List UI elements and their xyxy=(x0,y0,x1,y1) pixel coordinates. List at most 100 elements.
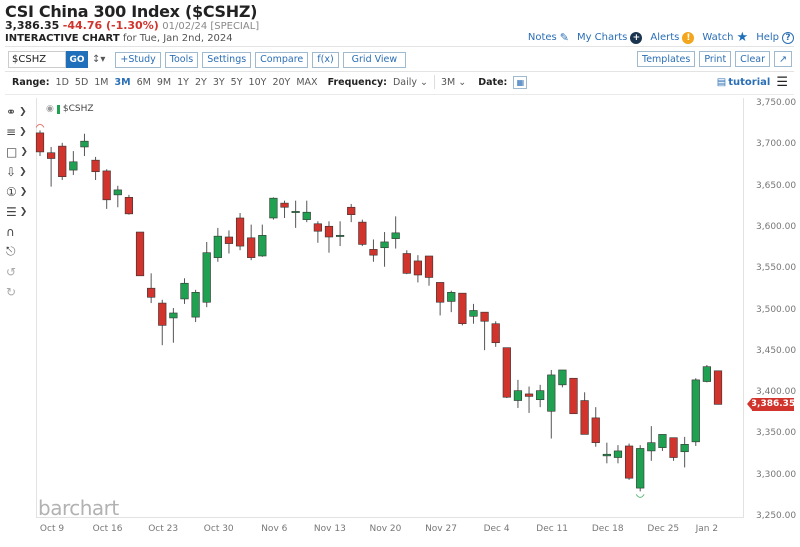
range-bar: Range: 1D 5D 1M 3M 6M 9M 1Y 2Y 3Y 5Y 10Y 20Y MAX Fre… xyxy=(12,75,528,89)
range-option-3y[interactable]: 3Y xyxy=(212,76,225,88)
help-icon: ? xyxy=(782,31,794,44)
magnet-icon[interactable]: ∩ xyxy=(6,224,15,239)
x-tick: Oct 30 xyxy=(203,524,234,534)
alerts-link[interactable]: Alerts! xyxy=(650,31,695,44)
templates-button[interactable]: Templates xyxy=(637,51,696,67)
y-tick: 3,400.00 xyxy=(756,387,797,398)
x-tick: Oct 23 xyxy=(148,524,179,534)
chart-legend: ◉ $CSHZ xyxy=(46,104,94,114)
y-tick: 3,350.00 xyxy=(756,428,797,439)
measure-icon[interactable]: ☰ ❯ xyxy=(6,204,28,219)
divider xyxy=(5,94,794,95)
y-tick: 3,700.00 xyxy=(756,139,797,150)
rectangle-icon[interactable]: □ ❯ xyxy=(6,144,28,159)
lock-icon[interactable]: ⎋ xyxy=(6,244,16,258)
grid-view-button[interactable]: Grid View xyxy=(342,51,407,68)
divider xyxy=(5,46,794,47)
crosshair-icon[interactable]: ⚭ ❯ xyxy=(6,104,27,119)
last-price: 3,386.35 xyxy=(5,19,60,32)
x-tick: Nov 20 xyxy=(369,524,402,534)
frequency-label: Frequency: xyxy=(327,76,387,88)
calendar-icon[interactable]: ▦ xyxy=(513,75,528,89)
x-tick: Nov 13 xyxy=(313,524,346,534)
y-tick: 3,300.00 xyxy=(756,469,797,480)
range-option-9m[interactable]: 9M xyxy=(156,76,172,88)
period-select[interactable]: 3M ⌄ xyxy=(441,76,467,88)
add-study-button[interactable]: +Study xyxy=(115,51,161,68)
settings-button[interactable]: Settings xyxy=(202,51,252,68)
go-button[interactable]: GO xyxy=(66,51,88,68)
watch-link[interactable]: Watch ★ xyxy=(702,30,749,45)
quote-line: 3,386.35 -44.76 (-1.30%) 01/02/24 [SPECI… xyxy=(5,19,259,32)
chart-area[interactable] xyxy=(36,98,744,518)
range-option-2y[interactable]: 2Y xyxy=(194,76,207,88)
chevron-down-icon: ⌄ xyxy=(420,76,429,88)
y-tick: 3,650.00 xyxy=(756,180,797,191)
print-button[interactable]: Print xyxy=(699,51,732,67)
x-tick: Dec 18 xyxy=(591,524,624,534)
range-option-1y[interactable]: 1Y xyxy=(177,76,189,88)
x-tick: Dec 11 xyxy=(536,524,569,534)
star-icon: ★ xyxy=(736,30,749,45)
x-tick: Nov 27 xyxy=(425,524,457,534)
y-tick: 3,600.00 xyxy=(756,221,797,232)
y-tick: 3,750.00 xyxy=(756,98,797,108)
range-option-6m[interactable]: 6M xyxy=(136,76,151,88)
date-label: Date: xyxy=(478,76,508,88)
symbol-input[interactable] xyxy=(8,51,66,68)
x-tick: Oct 16 xyxy=(92,524,123,534)
subtitle-date: for Tue, Jan 2nd, 2024 xyxy=(122,33,233,44)
my-charts-link[interactable]: My Charts + xyxy=(577,31,643,44)
undo-icon[interactable]: ↺ xyxy=(6,264,17,279)
fib-lines-icon[interactable]: ≡ ❯ xyxy=(6,124,27,139)
divider xyxy=(434,75,436,89)
barchart-logo: barchart xyxy=(38,496,119,520)
notes-link[interactable]: Notes ✎ xyxy=(527,31,569,44)
plus-circle-icon: + xyxy=(630,31,643,44)
x-tick: Dec 4 xyxy=(483,524,510,534)
alert-icon: ! xyxy=(682,31,695,44)
y-tick: 3,450.00 xyxy=(756,345,797,356)
edit-icon: ✎ xyxy=(559,31,569,44)
redo-icon[interactable]: ↻ xyxy=(6,284,17,299)
range-option-1m[interactable]: 1M xyxy=(94,76,109,88)
clear-button[interactable]: Clear xyxy=(735,51,771,67)
numbered-marker-icon[interactable]: ① ❯ xyxy=(6,184,28,199)
x-tick: Oct 9 xyxy=(39,524,65,534)
toolbar-right: Templates Print Clear ↗ xyxy=(637,51,792,67)
y-tick: 3,250.00 xyxy=(756,511,797,521)
range-label: Range: xyxy=(12,76,50,88)
x-tick: Nov 6 xyxy=(261,524,288,534)
expand-icon[interactable]: ↗ xyxy=(774,51,792,67)
range-option-1d[interactable]: 1D xyxy=(55,76,69,88)
range-option-max[interactable]: MAX xyxy=(296,76,318,88)
menu-icon[interactable]: ☰ xyxy=(776,75,788,90)
page-title: CSI China 300 Index ($CSHZ) xyxy=(5,2,258,21)
tools-button[interactable]: Tools xyxy=(164,51,199,68)
help-link[interactable]: Help? xyxy=(756,31,794,44)
legend-swatch xyxy=(56,104,60,114)
chart-subtitle: INTERACTIVE CHART for Tue, Jan 2nd, 2024 xyxy=(5,33,233,44)
x-tick: Dec 25 xyxy=(647,524,680,534)
fx-button[interactable]: f(x) xyxy=(312,51,339,68)
range-option-5d[interactable]: 5D xyxy=(74,76,89,88)
x-tick: Jan 2 xyxy=(695,524,719,534)
drawing-tools: ⚭ ❯ ≡ ❯ □ ❯ ⇩ ❯ ① ❯ ☰ ❯ ∩ ⎋ ↺ ↻ xyxy=(6,103,34,300)
y-tick: 3,550.00 xyxy=(756,263,797,274)
range-option-5y[interactable]: 5Y xyxy=(230,76,243,88)
range-option-3m[interactable]: 3M xyxy=(114,76,131,88)
y-tick: 3,500.00 xyxy=(756,304,797,315)
compare-button[interactable]: Compare xyxy=(255,51,309,68)
frequency-select[interactable]: Daily ⌄ xyxy=(392,76,429,88)
range-option-20y[interactable]: 20Y xyxy=(272,76,291,88)
last-price-tag: 3,386.35 xyxy=(747,397,796,411)
quote-date: 01/02/24 [SPECIAL] xyxy=(162,21,260,32)
candlestick-icon[interactable]: ↕▾ xyxy=(92,54,106,65)
tutorial-link[interactable]: ▤ tutorial ☰ xyxy=(716,75,788,90)
film-icon: ▤ xyxy=(716,77,727,88)
arrow-down-icon[interactable]: ⇩ ❯ xyxy=(6,164,27,179)
range-option-10y[interactable]: 10Y xyxy=(248,76,267,88)
divider xyxy=(5,71,794,72)
eye-icon[interactable]: ◉ xyxy=(46,104,54,114)
